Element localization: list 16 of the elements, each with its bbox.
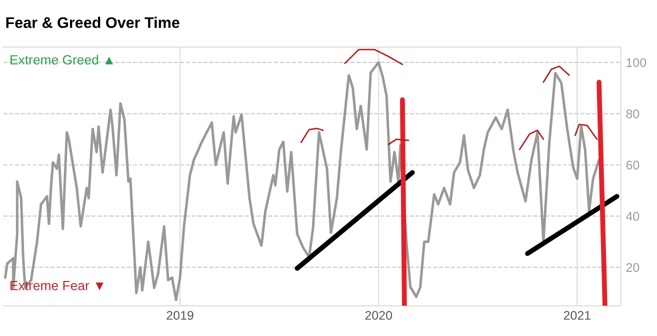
- annotation: Extreme Fear ▼: [10, 281, 104, 290]
- y-tick-label: 100: [626, 58, 646, 68]
- y-tick-label: 80: [626, 109, 640, 118]
- annotation: Extreme Greed ▲: [10, 54, 113, 64]
- chart-title: Fear & Greed Over Time: [6, 16, 180, 28]
- y-tick-label: 60: [626, 160, 640, 170]
- line-series: [344, 48, 404, 66]
- line-series: [574, 124, 598, 140]
- y-tick-label: 20: [626, 263, 640, 272]
- line-series: [518, 130, 544, 150]
- x-tick-label: 2020: [365, 310, 392, 320]
- line-series: [542, 66, 570, 83]
- x-tick-label: 2021: [564, 310, 590, 320]
- line-series: [300, 128, 324, 144]
- y-tick-label: 40: [626, 212, 640, 221]
- x-tick-label: 2019: [166, 310, 194, 320]
